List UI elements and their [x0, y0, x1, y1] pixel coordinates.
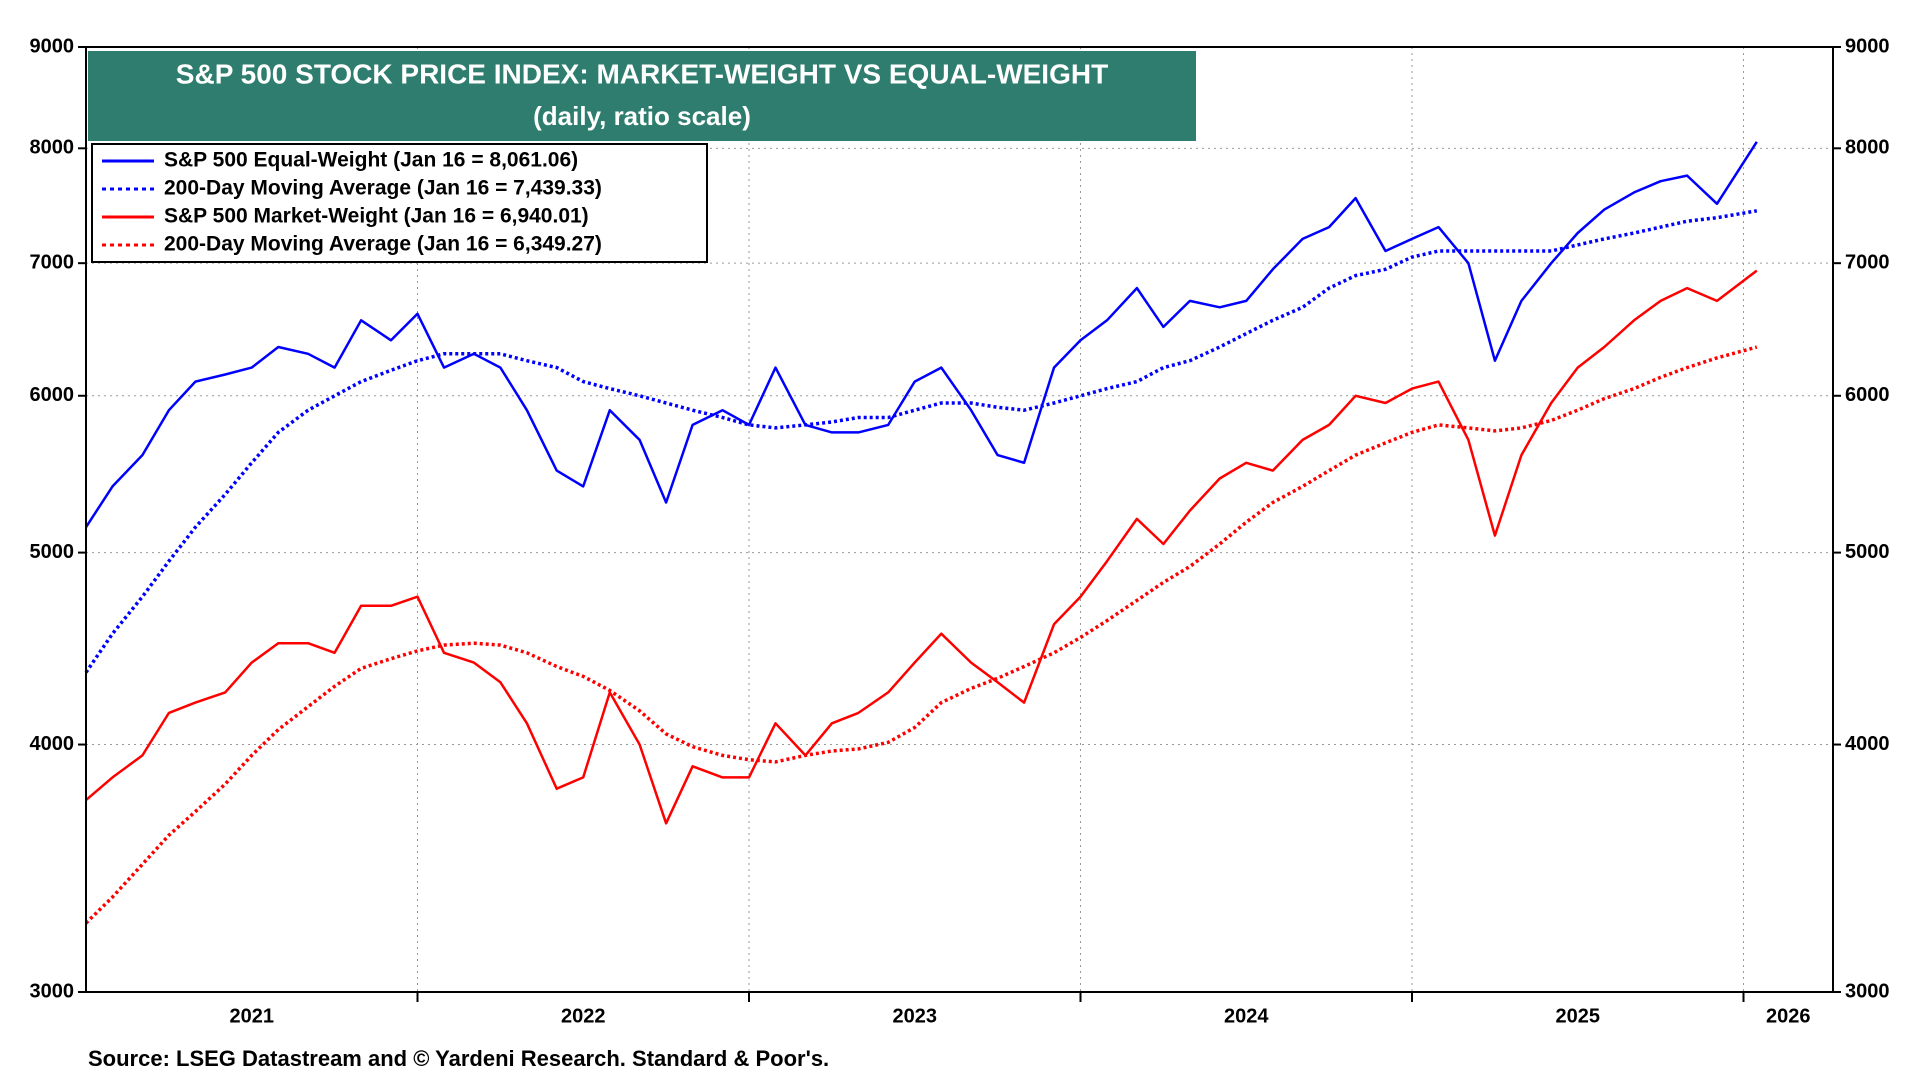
chart-subtitle: (daily, ratio scale): [533, 101, 751, 131]
y2-tick-label: 9000: [1845, 35, 1890, 57]
series-line: [84, 345, 1758, 925]
x-tick-label: 2023: [892, 1005, 937, 1027]
y-tick-label: 8000: [30, 137, 75, 159]
title-box: [88, 51, 1196, 141]
chart-title: S&P 500 STOCK PRICE INDEX: MARKET-WEIGHT…: [176, 58, 1108, 89]
y-tick-label: 7000: [30, 251, 75, 273]
series-line: [85, 269, 1758, 825]
lines: [84, 141, 1758, 925]
source-note: Source: LSEG Datastream and © Yardeni Re…: [88, 1046, 829, 1071]
x-tick-label: 2022: [561, 1005, 606, 1027]
legend-label: 200-Day Moving Average (Jan 16 = 7,439.3…: [164, 177, 602, 200]
x-tick-label: 2026: [1766, 1005, 1811, 1027]
series-line: [84, 141, 1758, 528]
grid: [78, 46, 1841, 1002]
y-tick-label: 5000: [30, 541, 75, 563]
legend-label: S&P 500 Equal-Weight (Jan 16 = 8,061.06): [164, 149, 578, 172]
legend-box: [91, 143, 708, 263]
x-tick-label: 2021: [229, 1005, 274, 1027]
y-tick-label: 3000: [30, 980, 75, 1002]
y2-tick-label: 3000: [1845, 980, 1890, 1002]
y2-tick-label: 7000: [1845, 251, 1890, 273]
y-tick-label: 6000: [30, 384, 75, 406]
x-tick-label: 2024: [1224, 1005, 1269, 1027]
plot-frame: [85, 46, 1834, 993]
y-tick-label: 4000: [30, 733, 75, 755]
y2-tick-label: 8000: [1845, 137, 1890, 159]
y2-tick-label: 5000: [1845, 541, 1890, 563]
series-line: [84, 209, 1758, 674]
y2-tick-label: 6000: [1845, 384, 1890, 406]
y2-tick-label: 4000: [1845, 733, 1890, 755]
x-tick-label: 2025: [1555, 1005, 1600, 1027]
legend-label: S&P 500 Market-Weight (Jan 16 = 6,940.01…: [164, 205, 589, 228]
y-tick-label: 9000: [30, 35, 75, 57]
legend-label: 200-Day Moving Average (Jan 16 = 6,349.2…: [164, 233, 602, 256]
